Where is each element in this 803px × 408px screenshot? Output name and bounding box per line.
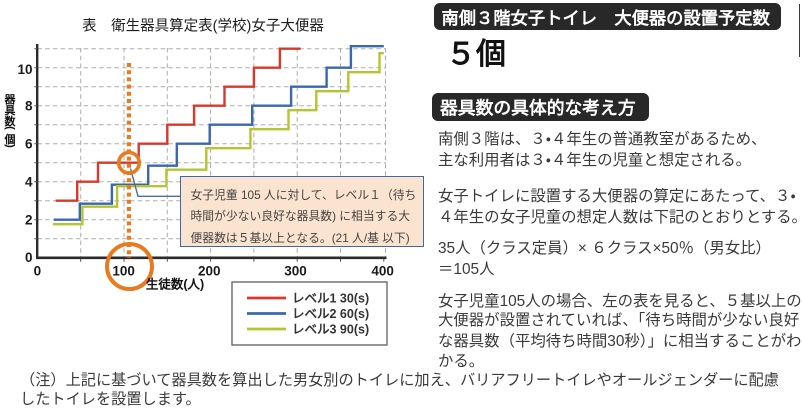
svg-text:レベル2 60(s): レベル2 60(s): [292, 307, 369, 321]
svg-text:0: 0: [25, 250, 33, 265]
svg-text:表 衛生器具算定表(学校)女子大便器: 表 衛生器具算定表(学校)女子大便器: [82, 18, 324, 35]
svg-text:8: 8: [25, 99, 33, 114]
svg-text:6: 6: [25, 137, 33, 152]
svg-text:4: 4: [25, 175, 33, 190]
svg-text:300: 300: [284, 264, 307, 279]
svg-text:レベル1 30(s): レベル1 30(s): [292, 292, 369, 306]
svg-text:100: 100: [112, 264, 135, 279]
svg-text:10: 10: [17, 62, 32, 77]
svg-text:0: 0: [34, 264, 42, 279]
svg-text:200: 200: [198, 264, 221, 279]
svg-text:生徒数(人): 生徒数(人): [146, 277, 204, 292]
svg-text:2: 2: [25, 213, 33, 228]
svg-text:レベル3 90(s): レベル3 90(s): [292, 323, 369, 337]
svg-text:400: 400: [371, 264, 394, 279]
